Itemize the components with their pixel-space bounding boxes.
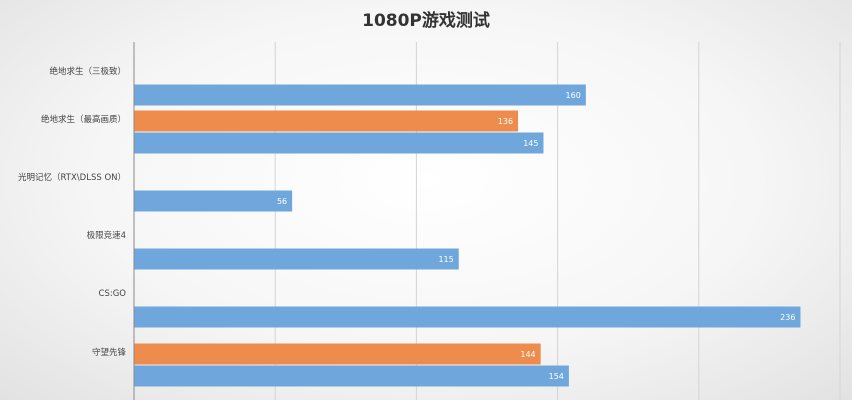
bar (134, 248, 459, 270)
category-label: 守望先锋 (92, 347, 127, 358)
bar-value-label: 144 (520, 350, 535, 359)
bar-value-label: 115 (438, 255, 453, 264)
category-label: 光明记忆（RTX\DLSS ON） (18, 172, 126, 183)
bar (134, 84, 586, 106)
bar-value-label: 236 (780, 313, 795, 322)
bar-value-label: 154 (549, 372, 564, 381)
bars: 160 136 145 56 115 236 144 154 (134, 84, 801, 387)
bar (134, 190, 293, 212)
chart-title: 1080P游戏测试 (362, 11, 490, 31)
category-label: 绝地求生（最高画质） (41, 114, 126, 125)
bar-value-label: 145 (523, 139, 538, 148)
bar (134, 306, 801, 328)
bar (134, 132, 544, 154)
category-label: CS:GO (99, 289, 127, 299)
category-label: 极限竞速4 (87, 230, 126, 241)
bar-value-label: 136 (498, 117, 513, 126)
bar (134, 343, 541, 365)
bar-value-label: 160 (566, 91, 581, 100)
category-labels: 绝地求生（三极致） 绝地求生（最高画质） 光明记忆（RTX\DLSS ON） 极限竞速… (18, 66, 126, 358)
bar (134, 365, 569, 387)
category-label: 绝地求生（三极致） (49, 66, 126, 77)
bar (134, 110, 519, 132)
grid-lines (274, 42, 841, 400)
bar-value-label: 56 (277, 197, 287, 206)
